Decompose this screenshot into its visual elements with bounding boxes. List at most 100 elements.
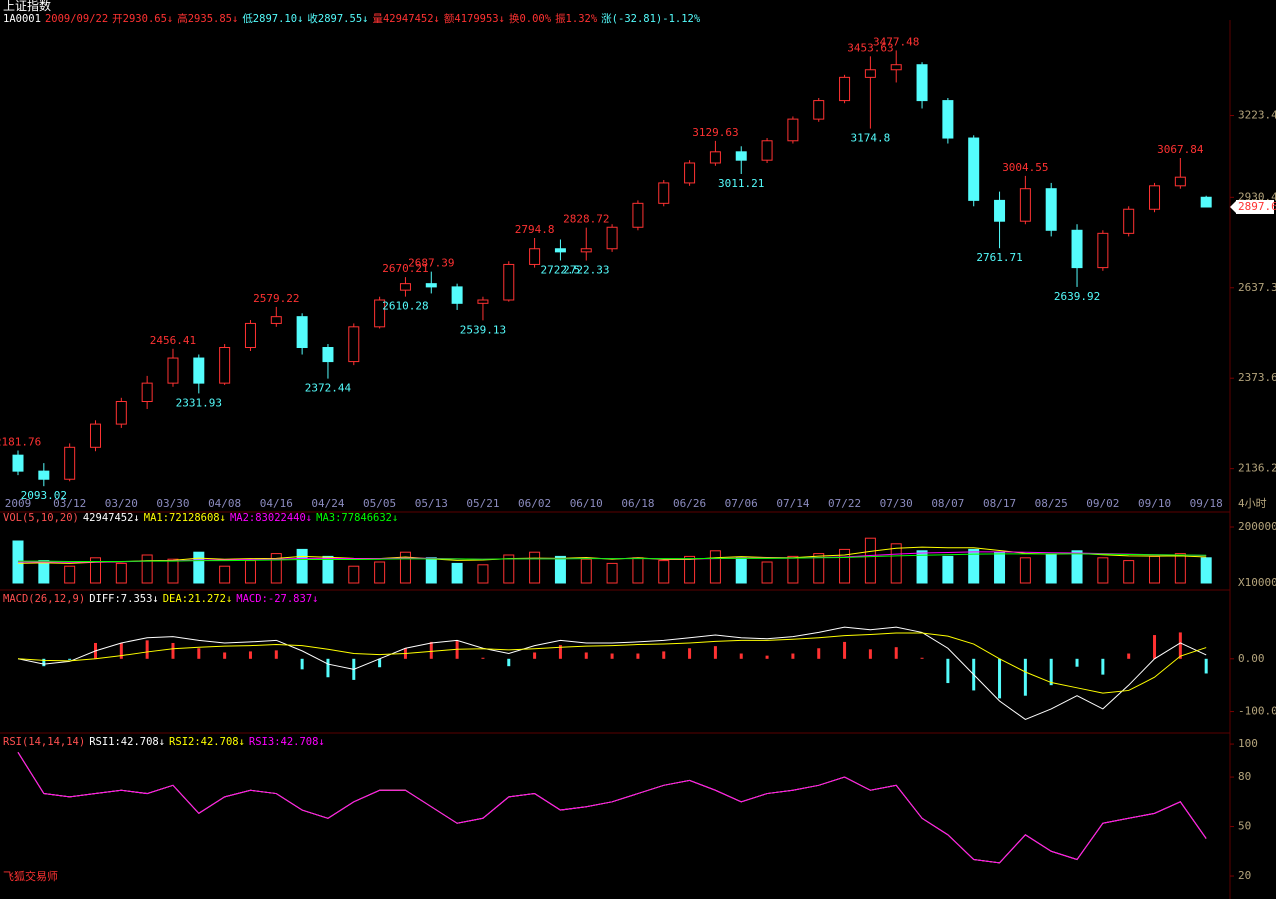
x-tick-label: 07/14: [776, 497, 809, 510]
rsi-line: [17, 752, 1207, 864]
y-tick-label: 2637.3: [1238, 281, 1276, 294]
last-price-box: [1236, 199, 1274, 214]
header-item: 1A0001: [3, 13, 41, 25]
volume-bar: [1149, 555, 1161, 584]
volume-bar: [658, 560, 670, 584]
low-label: 3174.8: [851, 132, 891, 145]
low-label: 2722.5: [541, 263, 581, 276]
candle-body: [554, 248, 566, 253]
volume-bar: [787, 555, 799, 584]
header: MACD(26,12,9) DIFF:7.353↓ DEA:21.272↓ MACD:…: [3, 593, 322, 606]
header-item: MA3:77846632↓: [316, 512, 399, 524]
candle-body: [735, 151, 747, 161]
candle-body: [916, 64, 928, 102]
header-item: 开2930.65↓: [112, 13, 174, 25]
header-item: 高2935.85↓: [177, 13, 239, 25]
volume-bar: [477, 564, 489, 584]
volume-bar: [322, 555, 334, 584]
ma-line: [17, 546, 1207, 564]
candle-body: [529, 248, 541, 265]
candle-body: [606, 226, 618, 250]
volume-bar: [839, 548, 851, 584]
candle-body: [477, 299, 489, 304]
volume-bar: [735, 557, 747, 584]
volume-bar: [1045, 554, 1057, 584]
y-tick-label: 100: [1238, 737, 1258, 750]
rsi-line: [17, 752, 1207, 864]
low-label: 2610.28: [382, 300, 428, 313]
volume-bar: [167, 558, 179, 584]
volume-bar: [709, 550, 721, 584]
candle-body: [1200, 196, 1212, 208]
header-item: MA1:72128608↓: [143, 512, 226, 524]
high-label: 3004.55: [1002, 161, 1048, 174]
high-label: 2670.21: [382, 262, 428, 275]
candle-body: [115, 401, 127, 425]
candle-body: [1045, 188, 1057, 231]
header-item: RSI(14,14,14): [3, 736, 86, 748]
candle-body: [632, 202, 644, 228]
y-tick-label: 20: [1238, 869, 1251, 882]
candle-body: [374, 299, 386, 328]
x-tick-label: 08/17: [983, 497, 1016, 510]
x-tick-label: 04/08: [208, 497, 241, 510]
candle-body: [942, 100, 954, 139]
candle-body: [348, 326, 360, 363]
header-item: 42947452↓: [82, 512, 140, 524]
candle-body: [839, 76, 851, 102]
volume-bar: [529, 551, 541, 584]
high-label: 2579.22: [253, 292, 299, 305]
candle-body: [64, 446, 76, 480]
candle-body: [1071, 229, 1083, 269]
x-tick-label: 03/30: [156, 497, 189, 510]
header-item: VOL(5,10,20): [3, 512, 79, 524]
x-tick-label: 05/05: [363, 497, 396, 510]
x-tick-label: 07/30: [880, 497, 913, 510]
volume-bar: [554, 555, 566, 584]
volume-bar: [1174, 553, 1186, 584]
candle-body: [968, 137, 980, 201]
x-tick-label: 07/06: [725, 497, 758, 510]
volume-bar: [1071, 550, 1083, 584]
candle-body: [787, 118, 799, 142]
candle-body: [1123, 208, 1135, 234]
header-item: RSI3:42.708↓: [248, 736, 325, 748]
candle-body: [503, 263, 515, 301]
candle-body: [864, 69, 876, 78]
macd-line: [17, 626, 1207, 721]
candle-body: [684, 162, 696, 184]
low-label: 3011.21: [718, 177, 764, 190]
candle-body: [296, 316, 308, 349]
header-item: RSI2:42.708↓: [169, 736, 245, 748]
low-label: 2722.33: [563, 264, 609, 277]
volume-bar: [219, 565, 231, 584]
candle-body: [813, 100, 825, 120]
volume-bar: [606, 562, 618, 584]
candle-body: [1174, 176, 1186, 187]
volume-bar: [1097, 557, 1109, 584]
candle-body: [270, 316, 282, 324]
header: 1A0001 2009/09/22 开2930.65↓ 高2935.85↓ 低2897.…: [3, 13, 704, 26]
x-tick-label: 06/10: [570, 497, 603, 510]
volume-bar: [348, 565, 360, 584]
volume-bar: [115, 562, 127, 584]
volume-bar: [296, 548, 308, 584]
candle-body: [709, 151, 721, 164]
y-tick-label: 200000: [1238, 520, 1276, 533]
header-item: 量42947452↓: [372, 13, 440, 25]
low-label: 2639.92: [1054, 290, 1100, 303]
x-tick-label: 03/20: [105, 497, 138, 510]
high-label: 2687.39: [408, 257, 454, 270]
y-tick-label: 50: [1238, 820, 1251, 833]
candle-body: [399, 283, 411, 291]
header-item: 振1.32%: [555, 13, 598, 25]
x-tick-label: 04/16: [260, 497, 293, 510]
ma-line: [18, 553, 1207, 562]
volume-bar: [968, 548, 980, 584]
volume-bar: [38, 560, 50, 584]
header-item: MACD:-27.837↓: [236, 593, 319, 605]
volume-bar: [1123, 560, 1135, 584]
last-price: 2897.6: [1238, 200, 1276, 213]
volume-bar: [813, 553, 825, 584]
